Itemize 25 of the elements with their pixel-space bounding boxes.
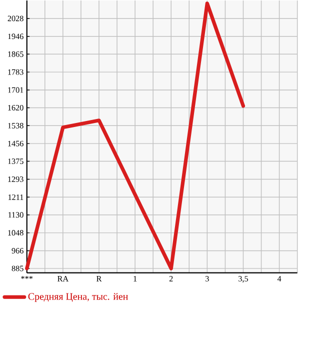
x-tick-label: 2 <box>169 276 173 282</box>
x-tick-label: R <box>96 276 102 282</box>
x-tick-label: 3 <box>205 276 209 282</box>
x-tick-label: 1 <box>134 276 137 282</box>
y-tick-label: 1946 <box>8 34 24 40</box>
x-tick-label: *** <box>21 276 33 279</box>
y-tick-label: 1865 <box>8 51 24 57</box>
y-tick-label: 1783 <box>8 69 24 75</box>
y-tick-label: 885 <box>12 266 24 272</box>
y-tick-label: 1211 <box>8 194 24 200</box>
y-tick-label: 1048 <box>8 230 24 236</box>
y-tick-label: 1620 <box>8 104 24 110</box>
x-tick-label: RA <box>57 276 68 282</box>
legend-label: Средняя Цена, тыс. йен <box>28 292 128 302</box>
y-tick-label: 1293 <box>8 176 24 182</box>
y-tick-label: 1538 <box>8 122 24 128</box>
y-tick-label: 966 <box>12 248 24 254</box>
x-tick-label: 4 <box>277 276 282 282</box>
x-tick-label: 3,5 <box>238 276 248 283</box>
y-tick-label: 1701 <box>8 87 24 93</box>
y-tick-label: 2028 <box>8 16 24 22</box>
line-series <box>25 2 245 270</box>
y-tick-label: 1375 <box>8 158 24 164</box>
y-tick-label: 1130 <box>8 212 24 218</box>
y-tick-label: 1456 <box>8 140 24 146</box>
